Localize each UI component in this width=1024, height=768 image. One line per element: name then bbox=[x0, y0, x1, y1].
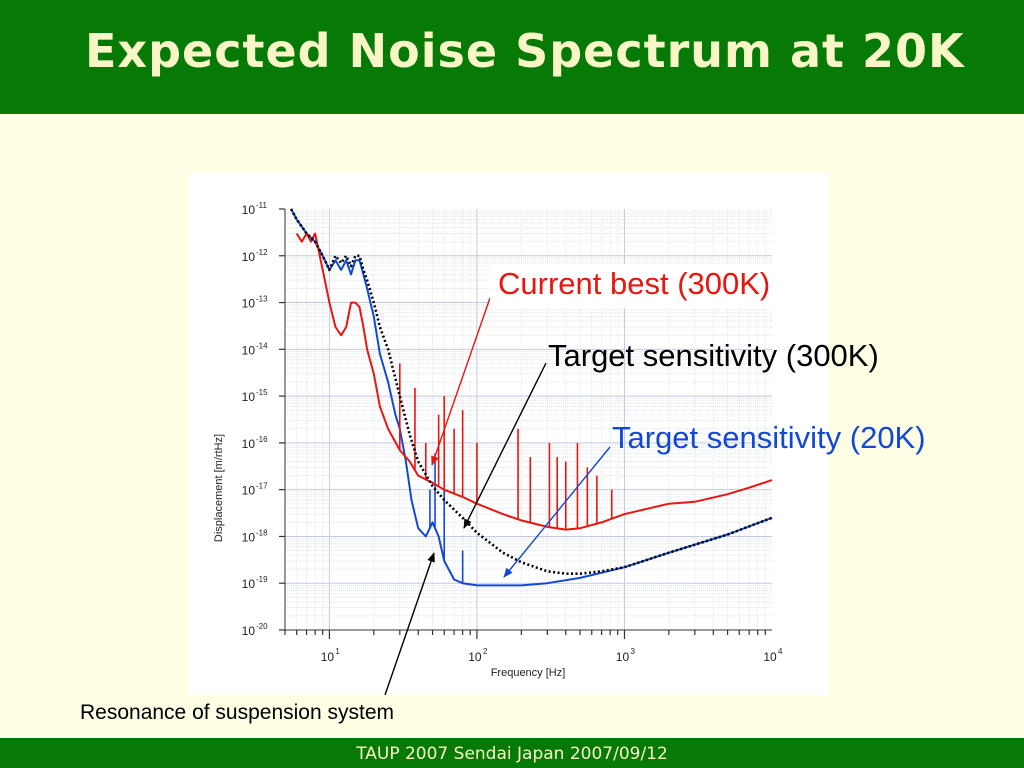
x-tick-labels: 10 1 10 2 10 3 10 4 bbox=[321, 647, 783, 664]
arrow-resonance bbox=[384, 552, 435, 695]
y-tick-exponent: -12 bbox=[256, 248, 268, 257]
series-line-2 bbox=[290, 208, 773, 587]
arrow-current-best bbox=[431, 297, 491, 466]
y-tick-label: 10 bbox=[242, 390, 256, 404]
y-tick-label: 10 bbox=[242, 624, 256, 638]
annotation-current-best: Current best (300K) bbox=[490, 264, 779, 308]
annotation-target-300k: Target sensitivity (300K) bbox=[548, 338, 879, 373]
y-tick-exponent: -15 bbox=[256, 388, 268, 397]
annotation-target-20k: Target sensitivity (20K) bbox=[612, 420, 926, 455]
y-tick-labels: 10-1110-1210-1310-1410-1510-1610-1710-18… bbox=[242, 201, 268, 638]
plot-panel: 10 -11 10 -12 10 -13 10 -14 10 -15 10 -16 10 -17 10 -18… bbox=[188, 173, 828, 695]
y-tick-label: 10 bbox=[242, 437, 256, 451]
slide-title: Expected Noise Spectrum at 20K bbox=[85, 24, 965, 78]
y-tick-label: 10 bbox=[242, 484, 256, 498]
arrow-target-20k bbox=[503, 446, 611, 578]
x-tick-exponent: 4 bbox=[778, 647, 783, 656]
x-axis-label: Frequency [Hz] bbox=[491, 667, 566, 679]
y-tick-label: 10 bbox=[242, 343, 256, 357]
annotation-resonance: Resonance of suspension system bbox=[80, 701, 395, 724]
x-tick-exponent: 1 bbox=[335, 647, 340, 656]
y-tick-exponent: -11 bbox=[256, 201, 268, 210]
annotation-arrows bbox=[384, 297, 611, 695]
y-tick-exponent: -14 bbox=[256, 341, 268, 350]
series-line-1 bbox=[289, 208, 773, 576]
footer-text: TAUP 2007 Sendai Japan 2007/09/12 bbox=[356, 744, 668, 764]
x-tick-label: 10 bbox=[763, 650, 777, 664]
y-tick-exponent: -20 bbox=[256, 622, 268, 631]
x-tick-label: 10 bbox=[616, 650, 630, 664]
noise-spectrum-chart: 10-1110-1210-1310-1410-1510-1610-1710-18… bbox=[213, 201, 783, 695]
y-axis-label: Displacement [m/rtHz] bbox=[213, 434, 225, 542]
y-tick-label: 10 bbox=[242, 297, 256, 311]
title-bar bbox=[0, 0, 1024, 114]
y-tick-exponent: -16 bbox=[256, 435, 268, 444]
y-tick-label: 10 bbox=[242, 203, 256, 217]
y-tick-exponent: -19 bbox=[256, 575, 268, 584]
series-layer bbox=[289, 208, 773, 587]
y-tick-label: 10 bbox=[242, 530, 256, 544]
x-tick-exponent: 3 bbox=[630, 647, 635, 656]
y-tick-label: 10 bbox=[242, 577, 256, 591]
x-tick-exponent: 2 bbox=[483, 647, 488, 656]
y-tick-exponent: -17 bbox=[256, 482, 268, 491]
y-tick-label: 10 bbox=[242, 250, 256, 264]
y-tick-exponent: -18 bbox=[256, 528, 268, 537]
x-tick-label: 10 bbox=[468, 650, 482, 664]
y-tick-exponent: -13 bbox=[256, 295, 268, 304]
x-tick-label: 10 bbox=[321, 650, 335, 664]
plot-frame bbox=[279, 208, 772, 639]
arrow-target-300k bbox=[463, 362, 547, 529]
footer-bar bbox=[0, 738, 1024, 768]
